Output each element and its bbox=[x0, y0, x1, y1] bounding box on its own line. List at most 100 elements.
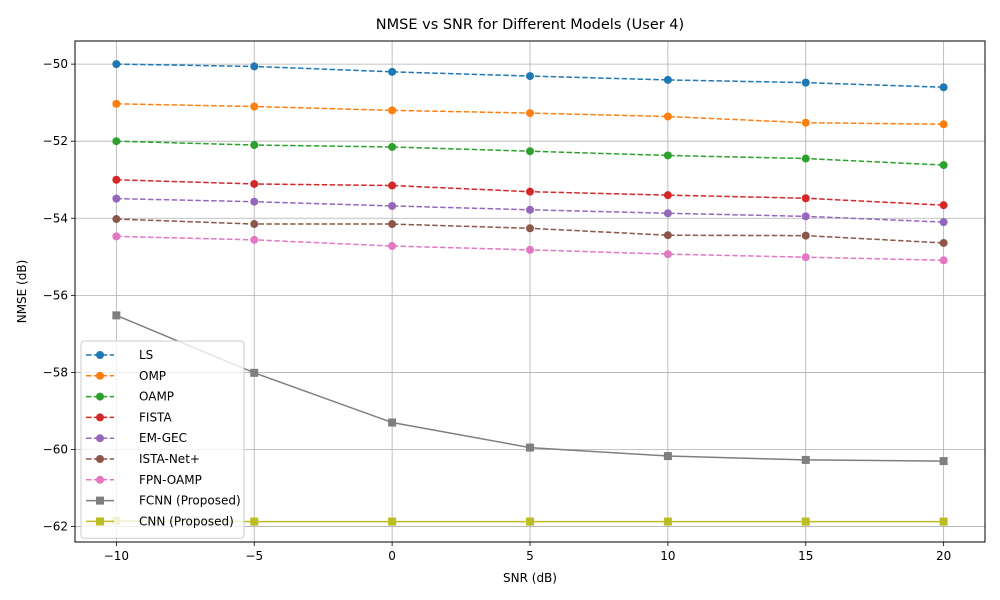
x-tick-label: −10 bbox=[104, 549, 129, 563]
data-point-ista-net bbox=[526, 224, 534, 233]
data-point-fista bbox=[388, 181, 397, 190]
data-point-em-gec bbox=[250, 197, 259, 206]
x-tick-label: 5 bbox=[526, 549, 534, 563]
data-point-em-gec bbox=[663, 209, 672, 218]
y-tick-label: −58 bbox=[43, 365, 68, 379]
data-point-fpn-oamp bbox=[663, 250, 672, 259]
data-point-omp bbox=[250, 102, 259, 111]
data-point-em-gec bbox=[526, 205, 534, 214]
legend-marker bbox=[96, 392, 104, 401]
data-point-fcnn-proposed bbox=[250, 368, 259, 377]
legend-label: FPN-OAMP bbox=[139, 473, 202, 487]
series-ls bbox=[112, 60, 948, 92]
data-point-cnn-proposed bbox=[388, 517, 397, 526]
legend: LS OMP OAMP FISTA EM-GEC ISTA-Net+ FPN-OAMP FCN… bbox=[80, 340, 245, 539]
data-point-fista bbox=[663, 191, 672, 200]
x-axis-label: SNR (dB) bbox=[503, 571, 557, 585]
data-point-fista bbox=[939, 201, 948, 210]
data-point-fcnn-proposed bbox=[939, 457, 948, 466]
data-point-ls bbox=[939, 83, 948, 92]
data-point-cnn-proposed bbox=[801, 517, 810, 526]
legend-entry-em-gec: EM-GEC bbox=[86, 431, 187, 445]
data-point-ls bbox=[663, 75, 672, 84]
legend-label: FCNN (Proposed) bbox=[139, 494, 241, 508]
series-em-gec bbox=[112, 194, 948, 227]
legend-label: OAMP bbox=[139, 390, 174, 404]
y-tick-label: −54 bbox=[43, 211, 68, 225]
x-tick-label: 0 bbox=[388, 549, 396, 563]
data-point-em-gec bbox=[801, 212, 810, 221]
data-point-cnn-proposed bbox=[526, 517, 534, 526]
x-tick-label: 10 bbox=[660, 549, 675, 563]
legend-marker bbox=[96, 455, 104, 463]
legend-entry-cnn-proposed: CNN (Proposed) bbox=[86, 514, 234, 528]
data-point-ista-net bbox=[112, 215, 121, 224]
data-point-fista bbox=[250, 179, 259, 188]
data-point-ista-net bbox=[388, 220, 397, 229]
data-point-ista-net bbox=[250, 220, 259, 229]
data-point-omp bbox=[526, 109, 534, 118]
series-fista bbox=[112, 175, 948, 210]
data-point-ista-net bbox=[801, 231, 810, 240]
legend-label: LS bbox=[139, 348, 153, 362]
data-point-fpn-oamp bbox=[526, 245, 534, 254]
legend-label: CNN (Proposed) bbox=[139, 514, 234, 528]
data-point-fcnn-proposed bbox=[112, 311, 121, 320]
legend-marker bbox=[96, 517, 104, 526]
data-point-oamp bbox=[112, 137, 121, 146]
data-point-fista bbox=[112, 175, 121, 184]
y-tick-label: −60 bbox=[43, 443, 68, 457]
series-ista-net bbox=[112, 215, 948, 247]
legend-marker bbox=[96, 351, 104, 359]
data-point-oamp bbox=[939, 161, 948, 170]
data-point-fpn-oamp bbox=[801, 253, 810, 262]
data-point-ls bbox=[112, 60, 121, 69]
x-tick-label: −5 bbox=[245, 549, 263, 563]
data-point-oamp bbox=[801, 154, 810, 163]
y-axis-label: NMSE (dB) bbox=[15, 260, 29, 324]
legend-label: EM-GEC bbox=[139, 431, 187, 445]
legend-marker bbox=[96, 371, 104, 380]
data-point-fpn-oamp bbox=[112, 232, 121, 241]
chart-title: NMSE vs SNR for Different Models (User 4… bbox=[376, 17, 684, 33]
legend-entry-ls: LS bbox=[86, 348, 153, 362]
legend-entry-ista-net: ISTA-Net+ bbox=[86, 452, 200, 466]
data-point-ls bbox=[801, 78, 810, 87]
legend-entry-omp: OMP bbox=[86, 369, 166, 383]
series-oamp bbox=[112, 137, 948, 170]
data-point-fcnn-proposed bbox=[388, 418, 397, 427]
data-point-fpn-oamp bbox=[939, 256, 948, 265]
legend-entry-fcnn-proposed: FCNN (Proposed) bbox=[86, 494, 241, 508]
data-point-fcnn-proposed bbox=[526, 443, 534, 452]
data-point-fista bbox=[526, 187, 534, 196]
data-point-fcnn-proposed bbox=[663, 452, 672, 461]
legend-label: OMP bbox=[139, 369, 166, 383]
data-point-em-gec bbox=[388, 201, 397, 210]
data-point-oamp bbox=[250, 141, 259, 150]
data-point-em-gec bbox=[939, 218, 948, 227]
x-tick-label: 20 bbox=[936, 549, 951, 563]
data-point-fpn-oamp bbox=[388, 242, 397, 251]
data-point-cnn-proposed bbox=[250, 517, 259, 526]
data-point-omp bbox=[663, 112, 672, 121]
data-point-oamp bbox=[663, 151, 672, 160]
legend-label: FISTA bbox=[139, 410, 172, 424]
data-point-cnn-proposed bbox=[939, 517, 948, 526]
data-point-oamp bbox=[388, 142, 397, 151]
data-point-ista-net bbox=[663, 231, 672, 240]
data-point-omp bbox=[388, 106, 397, 115]
data-point-em-gec bbox=[112, 194, 121, 203]
data-point-ls bbox=[250, 62, 259, 71]
legend-box bbox=[80, 340, 245, 539]
legend-marker bbox=[96, 496, 104, 505]
legend-marker bbox=[96, 434, 104, 443]
data-point-fpn-oamp bbox=[250, 235, 259, 244]
y-tick-label: −52 bbox=[43, 134, 68, 148]
ticks: −10 −5 0 5 10 15 20−62−60−58−56−54−52−50 bbox=[43, 57, 952, 563]
data-point-fista bbox=[801, 194, 810, 203]
data-point-ista-net bbox=[939, 238, 948, 247]
data-point-omp bbox=[939, 120, 948, 129]
data-point-omp bbox=[112, 99, 121, 108]
legend-label: ISTA-Net+ bbox=[139, 452, 200, 466]
